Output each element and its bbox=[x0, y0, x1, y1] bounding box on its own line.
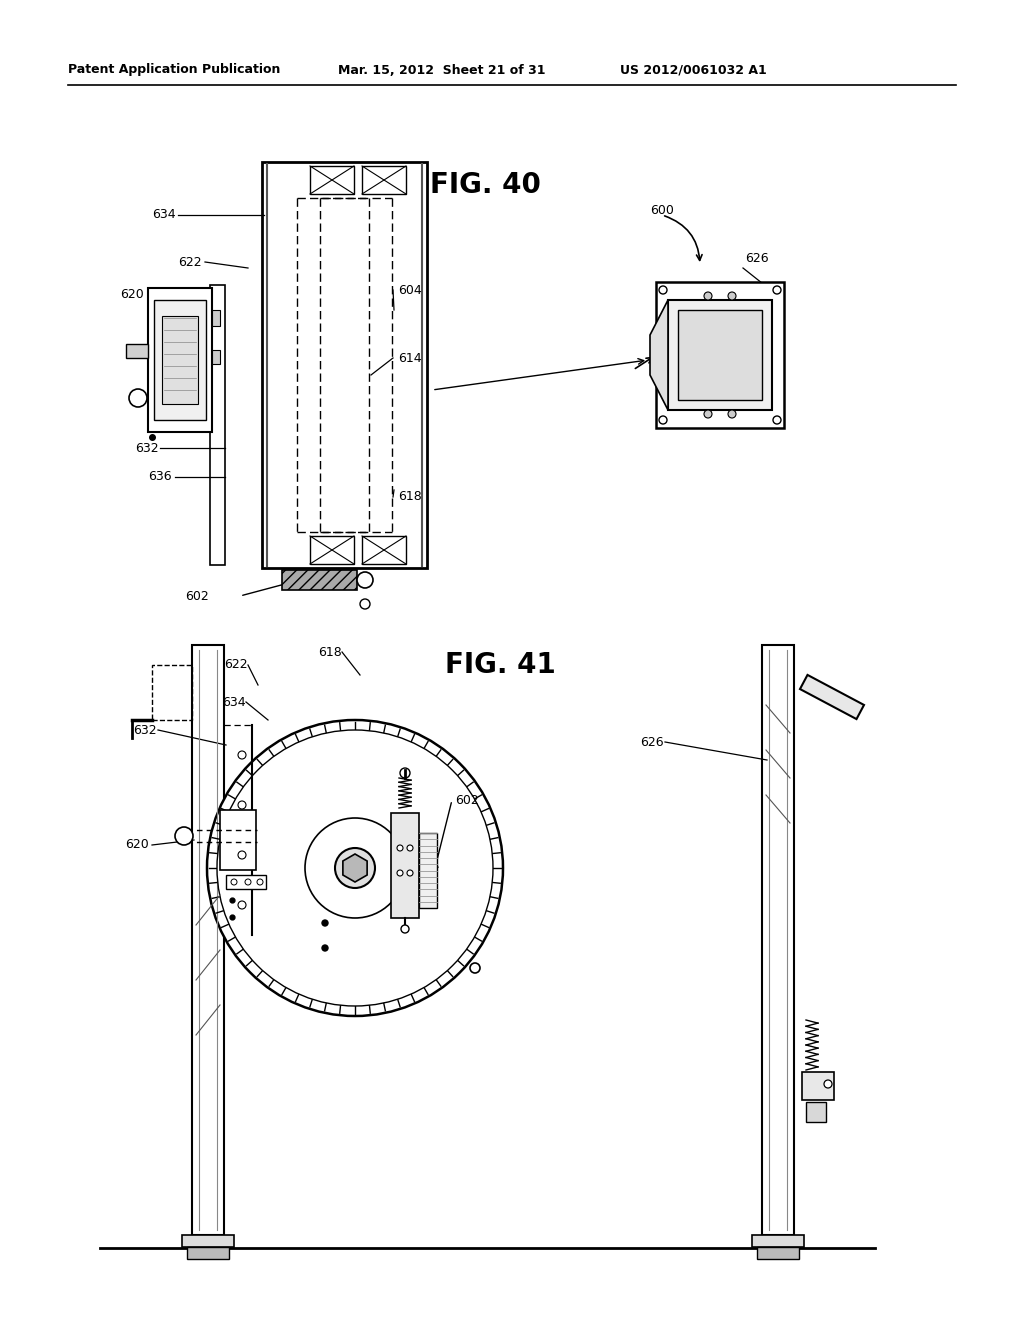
Circle shape bbox=[728, 411, 736, 418]
Bar bbox=[419, 833, 437, 908]
Text: 618: 618 bbox=[318, 645, 342, 659]
Bar bbox=[212, 310, 220, 326]
Text: 620: 620 bbox=[125, 838, 148, 851]
Circle shape bbox=[335, 847, 375, 888]
Text: 600: 600 bbox=[650, 203, 674, 216]
Circle shape bbox=[305, 818, 406, 917]
Bar bbox=[752, 1236, 804, 1247]
Bar bbox=[226, 875, 266, 888]
Circle shape bbox=[322, 945, 328, 950]
Polygon shape bbox=[343, 854, 368, 882]
Bar bbox=[152, 665, 193, 719]
Circle shape bbox=[175, 828, 193, 845]
Bar bbox=[148, 288, 212, 432]
Circle shape bbox=[257, 879, 263, 884]
Polygon shape bbox=[800, 675, 864, 719]
Circle shape bbox=[705, 411, 712, 418]
Text: Mar. 15, 2012  Sheet 21 of 31: Mar. 15, 2012 Sheet 21 of 31 bbox=[338, 63, 546, 77]
Circle shape bbox=[129, 389, 147, 407]
Circle shape bbox=[238, 851, 246, 859]
Bar bbox=[362, 166, 406, 194]
Circle shape bbox=[322, 920, 328, 927]
Bar bbox=[154, 300, 206, 420]
Bar bbox=[310, 166, 354, 194]
Circle shape bbox=[238, 801, 246, 809]
Bar bbox=[310, 536, 354, 564]
Circle shape bbox=[397, 870, 403, 876]
Circle shape bbox=[728, 292, 736, 300]
Bar bbox=[362, 536, 406, 564]
Text: 636: 636 bbox=[228, 849, 252, 862]
Text: US 2012/0061032 A1: US 2012/0061032 A1 bbox=[620, 63, 767, 77]
Text: 626: 626 bbox=[640, 735, 664, 748]
Bar bbox=[802, 1072, 834, 1100]
Circle shape bbox=[705, 292, 712, 300]
Bar bbox=[187, 1247, 229, 1259]
Text: 626: 626 bbox=[745, 252, 769, 264]
Text: 622: 622 bbox=[224, 659, 248, 672]
Bar bbox=[678, 310, 762, 400]
Bar bbox=[757, 1247, 799, 1259]
Bar bbox=[126, 345, 148, 358]
Circle shape bbox=[217, 730, 493, 1006]
Text: 622: 622 bbox=[178, 256, 202, 268]
Circle shape bbox=[238, 902, 246, 909]
Text: 614: 614 bbox=[398, 351, 422, 364]
Circle shape bbox=[400, 768, 410, 777]
Text: 632: 632 bbox=[133, 723, 157, 737]
Circle shape bbox=[207, 719, 503, 1016]
Circle shape bbox=[360, 599, 370, 609]
Bar bbox=[210, 285, 225, 565]
Text: FIG. 40: FIG. 40 bbox=[430, 172, 541, 199]
Text: 634: 634 bbox=[222, 696, 246, 709]
Circle shape bbox=[397, 845, 403, 851]
Circle shape bbox=[245, 879, 251, 884]
Text: 632: 632 bbox=[135, 441, 159, 454]
Circle shape bbox=[238, 751, 246, 759]
Bar bbox=[762, 645, 794, 1236]
Circle shape bbox=[659, 416, 667, 424]
Bar bbox=[668, 300, 772, 411]
Text: 634: 634 bbox=[152, 209, 176, 222]
Circle shape bbox=[357, 572, 373, 587]
Bar bbox=[262, 162, 427, 568]
Circle shape bbox=[401, 925, 409, 933]
Circle shape bbox=[824, 1080, 831, 1088]
Text: 602: 602 bbox=[185, 590, 209, 602]
Circle shape bbox=[231, 879, 237, 884]
Text: 636: 636 bbox=[148, 470, 172, 483]
Bar bbox=[656, 282, 784, 428]
Text: 620: 620 bbox=[120, 289, 143, 301]
Bar bbox=[193, 645, 224, 1236]
Text: 618: 618 bbox=[398, 491, 422, 503]
Circle shape bbox=[773, 286, 781, 294]
Polygon shape bbox=[650, 300, 668, 411]
Text: 604: 604 bbox=[398, 284, 422, 297]
Circle shape bbox=[773, 416, 781, 424]
Circle shape bbox=[470, 964, 480, 973]
Text: 602: 602 bbox=[455, 793, 479, 807]
Bar bbox=[162, 315, 198, 404]
Bar bbox=[220, 810, 256, 870]
Bar bbox=[182, 1236, 234, 1247]
Circle shape bbox=[659, 286, 667, 294]
Circle shape bbox=[407, 870, 413, 876]
Text: FIG. 41: FIG. 41 bbox=[445, 651, 556, 678]
Bar bbox=[212, 350, 220, 364]
Circle shape bbox=[407, 845, 413, 851]
Text: 604: 604 bbox=[345, 891, 369, 904]
Bar bbox=[806, 1102, 826, 1122]
Bar bbox=[282, 570, 357, 590]
Bar bbox=[676, 306, 764, 404]
Text: Patent Application Publication: Patent Application Publication bbox=[68, 63, 281, 77]
Bar bbox=[391, 813, 419, 917]
